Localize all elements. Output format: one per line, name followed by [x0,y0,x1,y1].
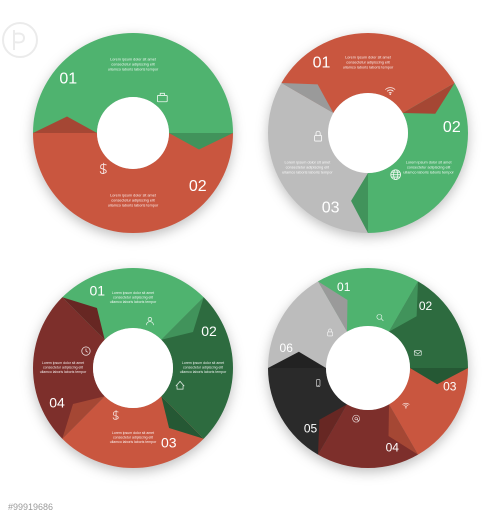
donut-3: 01Lorem ipsum dolor sit ametconsectetur … [268,33,468,233]
segment-01-number: 01 [89,282,105,298]
stock-logo-icon [0,20,40,60]
segment-03-number: 03 [321,199,339,216]
segment-01-text: ullamco laboris laboris tempor [109,299,156,303]
segment-01-number: 01 [337,279,351,293]
segment-01-number: 01 [59,70,77,87]
segment-02-number: 02 [418,298,432,312]
segment-04-number: 04 [49,394,65,410]
segment-02-text: Lorem ipsum dolor sit amet [110,193,157,197]
segment-01-text: Lorem ipsum dolor sit amet [345,55,392,59]
donut-4-wrap: 01Lorem ipsum dolor sit ametconsectetur … [20,255,245,480]
donut-6: 01 02 03 04 05 06 [268,268,468,468]
segment-02-text: ullamco laboris laboris tempor [107,203,158,207]
segment-01-text: Lorem ipsum dolor sit amet [110,57,157,61]
donut-4: 01Lorem ipsum dolor sit ametconsectetur … [33,268,233,468]
segment-02-text: consectetur adipiscing elit [182,365,222,369]
segment-03-text: ullamco laboris laboris tempor [109,439,156,443]
segment-02-text: consectetur adipiscing elit [111,198,155,202]
segment-01-text: ullamco laboris laboris tempor [342,65,393,69]
segment-04-text: ullamco laboris laboris tempor [39,369,86,373]
segment-05-number: 05 [303,421,317,435]
segment-02-text: ullamco laboris laboris tempor [179,369,226,373]
segment-01-number: 01 [312,54,330,71]
segment-01-text: Lorem ipsum dolor sit amet [111,290,153,294]
segment-01-text: consectetur adipiscing elit [111,62,155,66]
donut-6-wrap: 01 02 03 04 05 06 [255,255,480,480]
segment-03-text: Lorem ipsum dolor sit amet [284,160,331,164]
segment-04-text: consectetur adipiscing elit [42,365,82,369]
segment-03-text: Lorem ipsum dolor sit amet [111,430,153,434]
segment-03-number: 03 [160,434,176,450]
segment-01-text: consectetur adipiscing elit [346,60,390,64]
segment-03-text: consectetur adipiscing elit [112,435,152,439]
segment-03-text: ullamco laboris laboris tempor [282,170,333,174]
segment-06-number: 06 [279,340,293,354]
segment-02-text: ullamco laboris laboris tempor [403,170,454,174]
donut-2: 01Lorem ipsum dolor sit ametconsectetur … [33,33,233,233]
donut-3-wrap: 01Lorem ipsum dolor sit ametconsectetur … [255,20,480,245]
segment-03-text: consectetur adipiscing elit [285,165,329,169]
watermark-id: #99919686 [8,502,53,512]
segment-02-text: Lorem ipsum dolor sit amet [181,360,223,364]
segment-03-number: 03 [443,379,457,393]
segment-04-text: Lorem ipsum dolor sit amet [41,360,83,364]
segment-02-text: Lorem ipsum dolor sit amet [405,160,452,164]
segment-01-text: consectetur adipiscing elit [112,295,152,299]
segment-01-text: ullamco laboris laboris tempor [107,67,158,71]
segment-02-number: 02 [201,322,217,338]
segment-04-number: 04 [385,440,399,454]
segment-02-number: 02 [442,118,460,135]
donut-2-wrap: 01Lorem ipsum dolor sit ametconsectetur … [20,20,245,245]
infographic-grid: 01Lorem ipsum dolor sit ametconsectetur … [20,20,480,480]
segment-02-number: 02 [188,177,206,194]
segment-02-text: consectetur adipiscing elit [406,165,450,169]
